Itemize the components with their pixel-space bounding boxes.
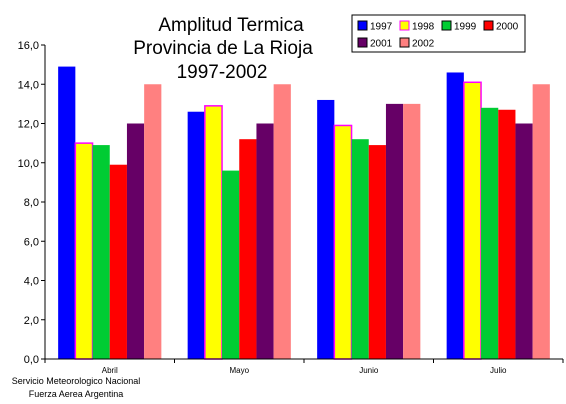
chart-title-line-1: Amplitud Termica (158, 15, 304, 36)
x-category-label: Junio (359, 366, 379, 375)
bar-julio-2001 (515, 123, 533, 359)
bar-mayo-2001 (256, 123, 274, 359)
bar-julio-2002 (532, 84, 550, 359)
legend-label-2002: 2002 (412, 39, 435, 50)
chart-title: Amplitud Termica Provincia de La Rioja 1… (133, 15, 313, 83)
x-axis: Abril Mayo Junio Julio (44, 358, 564, 375)
source-line-1: Servicio Meteorologico Nacional (12, 376, 141, 386)
x-category-label: Mayo (229, 366, 249, 375)
bar-junio-2000 (368, 145, 386, 359)
bar-julio-1997 (446, 72, 464, 359)
x-category-label: Julio (490, 366, 507, 375)
legend-swatch-1997 (357, 20, 368, 31)
legend-label-1997: 1997 (370, 22, 393, 33)
y-tick-label: 16,0 (18, 40, 39, 52)
bar-mayo-2002 (273, 84, 291, 359)
y-tick-label: 6,0 (24, 236, 39, 248)
y-tick-label: 12,0 (18, 119, 39, 131)
legend-label-1999: 1999 (454, 22, 477, 33)
bar-julio-1998 (463, 81, 482, 360)
source-line-2: Fuerza Aerea Argentina (29, 389, 124, 399)
source-note: Servicio Meteorologico Nacional Fuerza A… (12, 376, 141, 399)
legend-label-2001: 2001 (370, 39, 393, 50)
legend: 1997 1998 1999 2000 2001 2002 (351, 14, 526, 53)
legend-swatch-2001 (357, 37, 368, 48)
legend-swatch-1998 (399, 20, 410, 31)
legend-label-1998: 1998 (412, 22, 435, 33)
bar-julio-1999 (481, 107, 499, 359)
bar-junio-1997 (317, 99, 335, 359)
legend-label-2000: 2000 (496, 22, 519, 33)
bar-abril-2002 (144, 84, 162, 359)
y-tick-label: 4,0 (24, 276, 39, 288)
bar-mayo-2000 (239, 139, 257, 359)
bar-mayo-1999 (222, 170, 240, 359)
y-tick-label: 0,0 (24, 354, 39, 366)
y-tick-label: 14,0 (18, 79, 39, 91)
bar-abril-1999 (92, 145, 110, 359)
bar-abril-1997 (58, 66, 76, 360)
y-tick-label: 10,0 (18, 158, 39, 170)
y-tick-label: 2,0 (24, 315, 39, 327)
chart-title-line-3: 1997-2002 (177, 62, 268, 83)
legend-box (351, 14, 526, 53)
legend-swatch-1999 (441, 20, 452, 31)
y-tick-label: 8,0 (24, 197, 39, 209)
bar-mayo-1998 (204, 105, 223, 360)
bar-mayo-1997 (187, 111, 205, 359)
legend-swatch-2000 (483, 20, 494, 31)
bar-abril-2000 (109, 164, 127, 359)
bar-junio-1998 (333, 124, 353, 360)
bar-abril-1998 (74, 142, 94, 360)
bar-abril-2001 (126, 123, 145, 359)
bar-junio-2002 (403, 103, 421, 359)
bar-julio-2000 (498, 109, 516, 359)
legend-swatch-2002 (399, 37, 410, 48)
plot-area (58, 66, 550, 360)
y-axis: 0,0 2,0 4,0 6,0 8,0 10,0 12,0 14,0 16,0 (18, 40, 46, 366)
chart-title-line-2: Provincia de La Rioja (133, 38, 313, 59)
bar-junio-1999 (351, 139, 369, 359)
bar-junio-2001 (385, 103, 404, 359)
x-category-label: Abril (102, 366, 118, 375)
